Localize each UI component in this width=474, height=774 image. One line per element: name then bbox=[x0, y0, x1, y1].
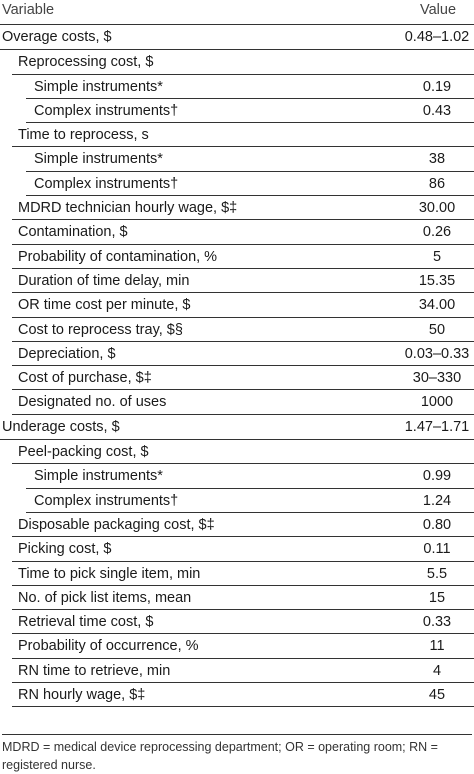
row-label: OR time cost per minute, $ bbox=[18, 297, 191, 314]
row-label: Contamination, $ bbox=[18, 224, 128, 241]
table-row: Time to reprocess, s bbox=[0, 123, 474, 148]
row-label: Designated no. of uses bbox=[18, 394, 167, 411]
table-row: MDRD technician hourly wage, $‡ 30.00 bbox=[0, 196, 474, 221]
row-label: Complex instruments† bbox=[34, 175, 179, 192]
table-row: Simple instruments* 0.99 bbox=[0, 464, 474, 489]
row-label: Complex instruments† bbox=[34, 102, 179, 119]
table-body: Overage costs, $ 0.48–1.02 Reprocessing co… bbox=[0, 25, 474, 708]
row-label: RN time to retrieve, min bbox=[18, 662, 171, 679]
table-row: OR time cost per minute, $ 34.00 bbox=[0, 293, 474, 318]
table-row: Overage costs, $ 0.48–1.02 bbox=[0, 25, 474, 51]
row-value: 15 bbox=[428, 589, 446, 606]
row-label: Reprocessing cost, $ bbox=[18, 54, 154, 71]
row-label: Retrieval time cost, $ bbox=[18, 614, 154, 631]
row-value: 0.43 bbox=[422, 102, 452, 119]
row-value: 0.03–0.33 bbox=[404, 345, 470, 362]
table-row: Simple instruments* 0.19 bbox=[0, 75, 474, 100]
row-label: Cost of purchase, $‡ bbox=[18, 370, 152, 387]
row-value: 4 bbox=[432, 662, 442, 679]
row-label: Simple instruments* bbox=[34, 151, 163, 168]
table-row: Duration of time delay, min 15.35 bbox=[0, 269, 474, 294]
table-row: Reprocessing cost, $ bbox=[0, 50, 474, 75]
table-row: Complex instruments† 0.43 bbox=[0, 99, 474, 124]
cost-variables-table: Variable Value Overage costs, $ 0.48–1.02… bbox=[0, 0, 474, 708]
row-value: 15.35 bbox=[418, 272, 456, 289]
table-row: Cost to reprocess tray, $§ 50 bbox=[0, 318, 474, 343]
header-variable: Variable bbox=[2, 2, 55, 18]
header-value: Value bbox=[420, 2, 457, 18]
table-row: Simple instruments* 38 bbox=[0, 147, 474, 173]
row-value: 0.26 bbox=[422, 224, 452, 241]
row-label: Simple instruments* bbox=[34, 78, 163, 95]
table-row: Probability of occurrence, % 11 bbox=[0, 634, 474, 660]
row-label: Duration of time delay, min bbox=[18, 272, 190, 289]
table-row: Contamination, $ 0.26 bbox=[0, 220, 474, 245]
row-value: 5 bbox=[432, 248, 442, 265]
row-value: 0.99 bbox=[422, 468, 452, 485]
table-row: Underage costs, $ 1.47–1.71 bbox=[0, 415, 474, 441]
row-label: Probability of occurrence, % bbox=[18, 638, 199, 655]
row-label: Simple instruments* bbox=[34, 468, 163, 485]
row-label: Overage costs, $ bbox=[2, 29, 112, 45]
row-label: Depreciation, $ bbox=[18, 345, 116, 362]
row-label: Time to pick single item, min bbox=[18, 565, 201, 582]
row-value: 34.00 bbox=[418, 297, 456, 314]
table-row: RN time to retrieve, min 4 bbox=[0, 659, 474, 684]
table-row: Retrieval time cost, $ 0.33 bbox=[0, 610, 474, 635]
row-value: 45 bbox=[428, 687, 446, 704]
table-row: Depreciation, $ 0.03–0.33 bbox=[0, 342, 474, 367]
row-value: 1.47–1.71 bbox=[404, 418, 470, 435]
row-label: Underage costs, $ bbox=[2, 418, 120, 435]
row-value: 30–330 bbox=[412, 370, 462, 387]
table-row: RN hourly wage, $‡ 45 bbox=[0, 683, 474, 708]
table-row: Probability of contamination, % 5 bbox=[0, 245, 474, 270]
row-label: Complex instruments† bbox=[34, 492, 179, 509]
table-row: Complex instruments† 1.24 bbox=[0, 489, 474, 514]
row-label: Cost to reprocess tray, $§ bbox=[18, 321, 183, 338]
row-label: Disposable packaging cost, $‡ bbox=[18, 516, 215, 533]
row-value: 0.11 bbox=[423, 541, 451, 558]
row-label: Time to reprocess, s bbox=[18, 127, 149, 144]
row-value: 0.33 bbox=[422, 614, 452, 631]
row-value: 86 bbox=[428, 175, 446, 192]
row-value: 30.00 bbox=[418, 200, 456, 217]
row-label: No. of pick list items, mean bbox=[18, 589, 192, 606]
row-value: 1000 bbox=[420, 394, 454, 411]
row-value: 0.80 bbox=[422, 516, 452, 533]
row-label: RN hourly wage, $‡ bbox=[18, 687, 146, 704]
table-footnote: MDRD = medical device reprocessing depar… bbox=[2, 734, 472, 774]
row-label: MDRD technician hourly wage, $‡ bbox=[18, 200, 238, 217]
row-value: 50 bbox=[428, 321, 446, 338]
table-row: No. of pick list items, mean 15 bbox=[0, 586, 474, 611]
row-value: 1.24 bbox=[422, 492, 452, 509]
table-row: Designated no. of uses 1000 bbox=[0, 390, 474, 416]
row-value: 11 bbox=[429, 638, 445, 655]
row-value: 5.5 bbox=[426, 565, 448, 582]
table-row: Time to pick single item, min 5.5 bbox=[0, 562, 474, 587]
table-row: Cost of purchase, $‡ 30–330 bbox=[0, 366, 474, 391]
row-value: 38 bbox=[428, 151, 446, 168]
row-value: 0.48–1.02 bbox=[404, 29, 470, 45]
row-label: Peel-packing cost, $ bbox=[18, 444, 149, 461]
row-label: Probability of contamination, % bbox=[18, 248, 218, 265]
table-row: Peel-packing cost, $ bbox=[0, 440, 474, 465]
table-row: Complex instruments† 86 bbox=[0, 172, 474, 197]
table-row: Picking cost, $ 0.11 bbox=[0, 537, 474, 562]
row-label: Picking cost, $ bbox=[18, 541, 112, 558]
table-row: Disposable packaging cost, $‡ 0.80 bbox=[0, 513, 474, 538]
table-header: Variable Value bbox=[0, 0, 474, 25]
row-value: 0.19 bbox=[422, 78, 452, 95]
